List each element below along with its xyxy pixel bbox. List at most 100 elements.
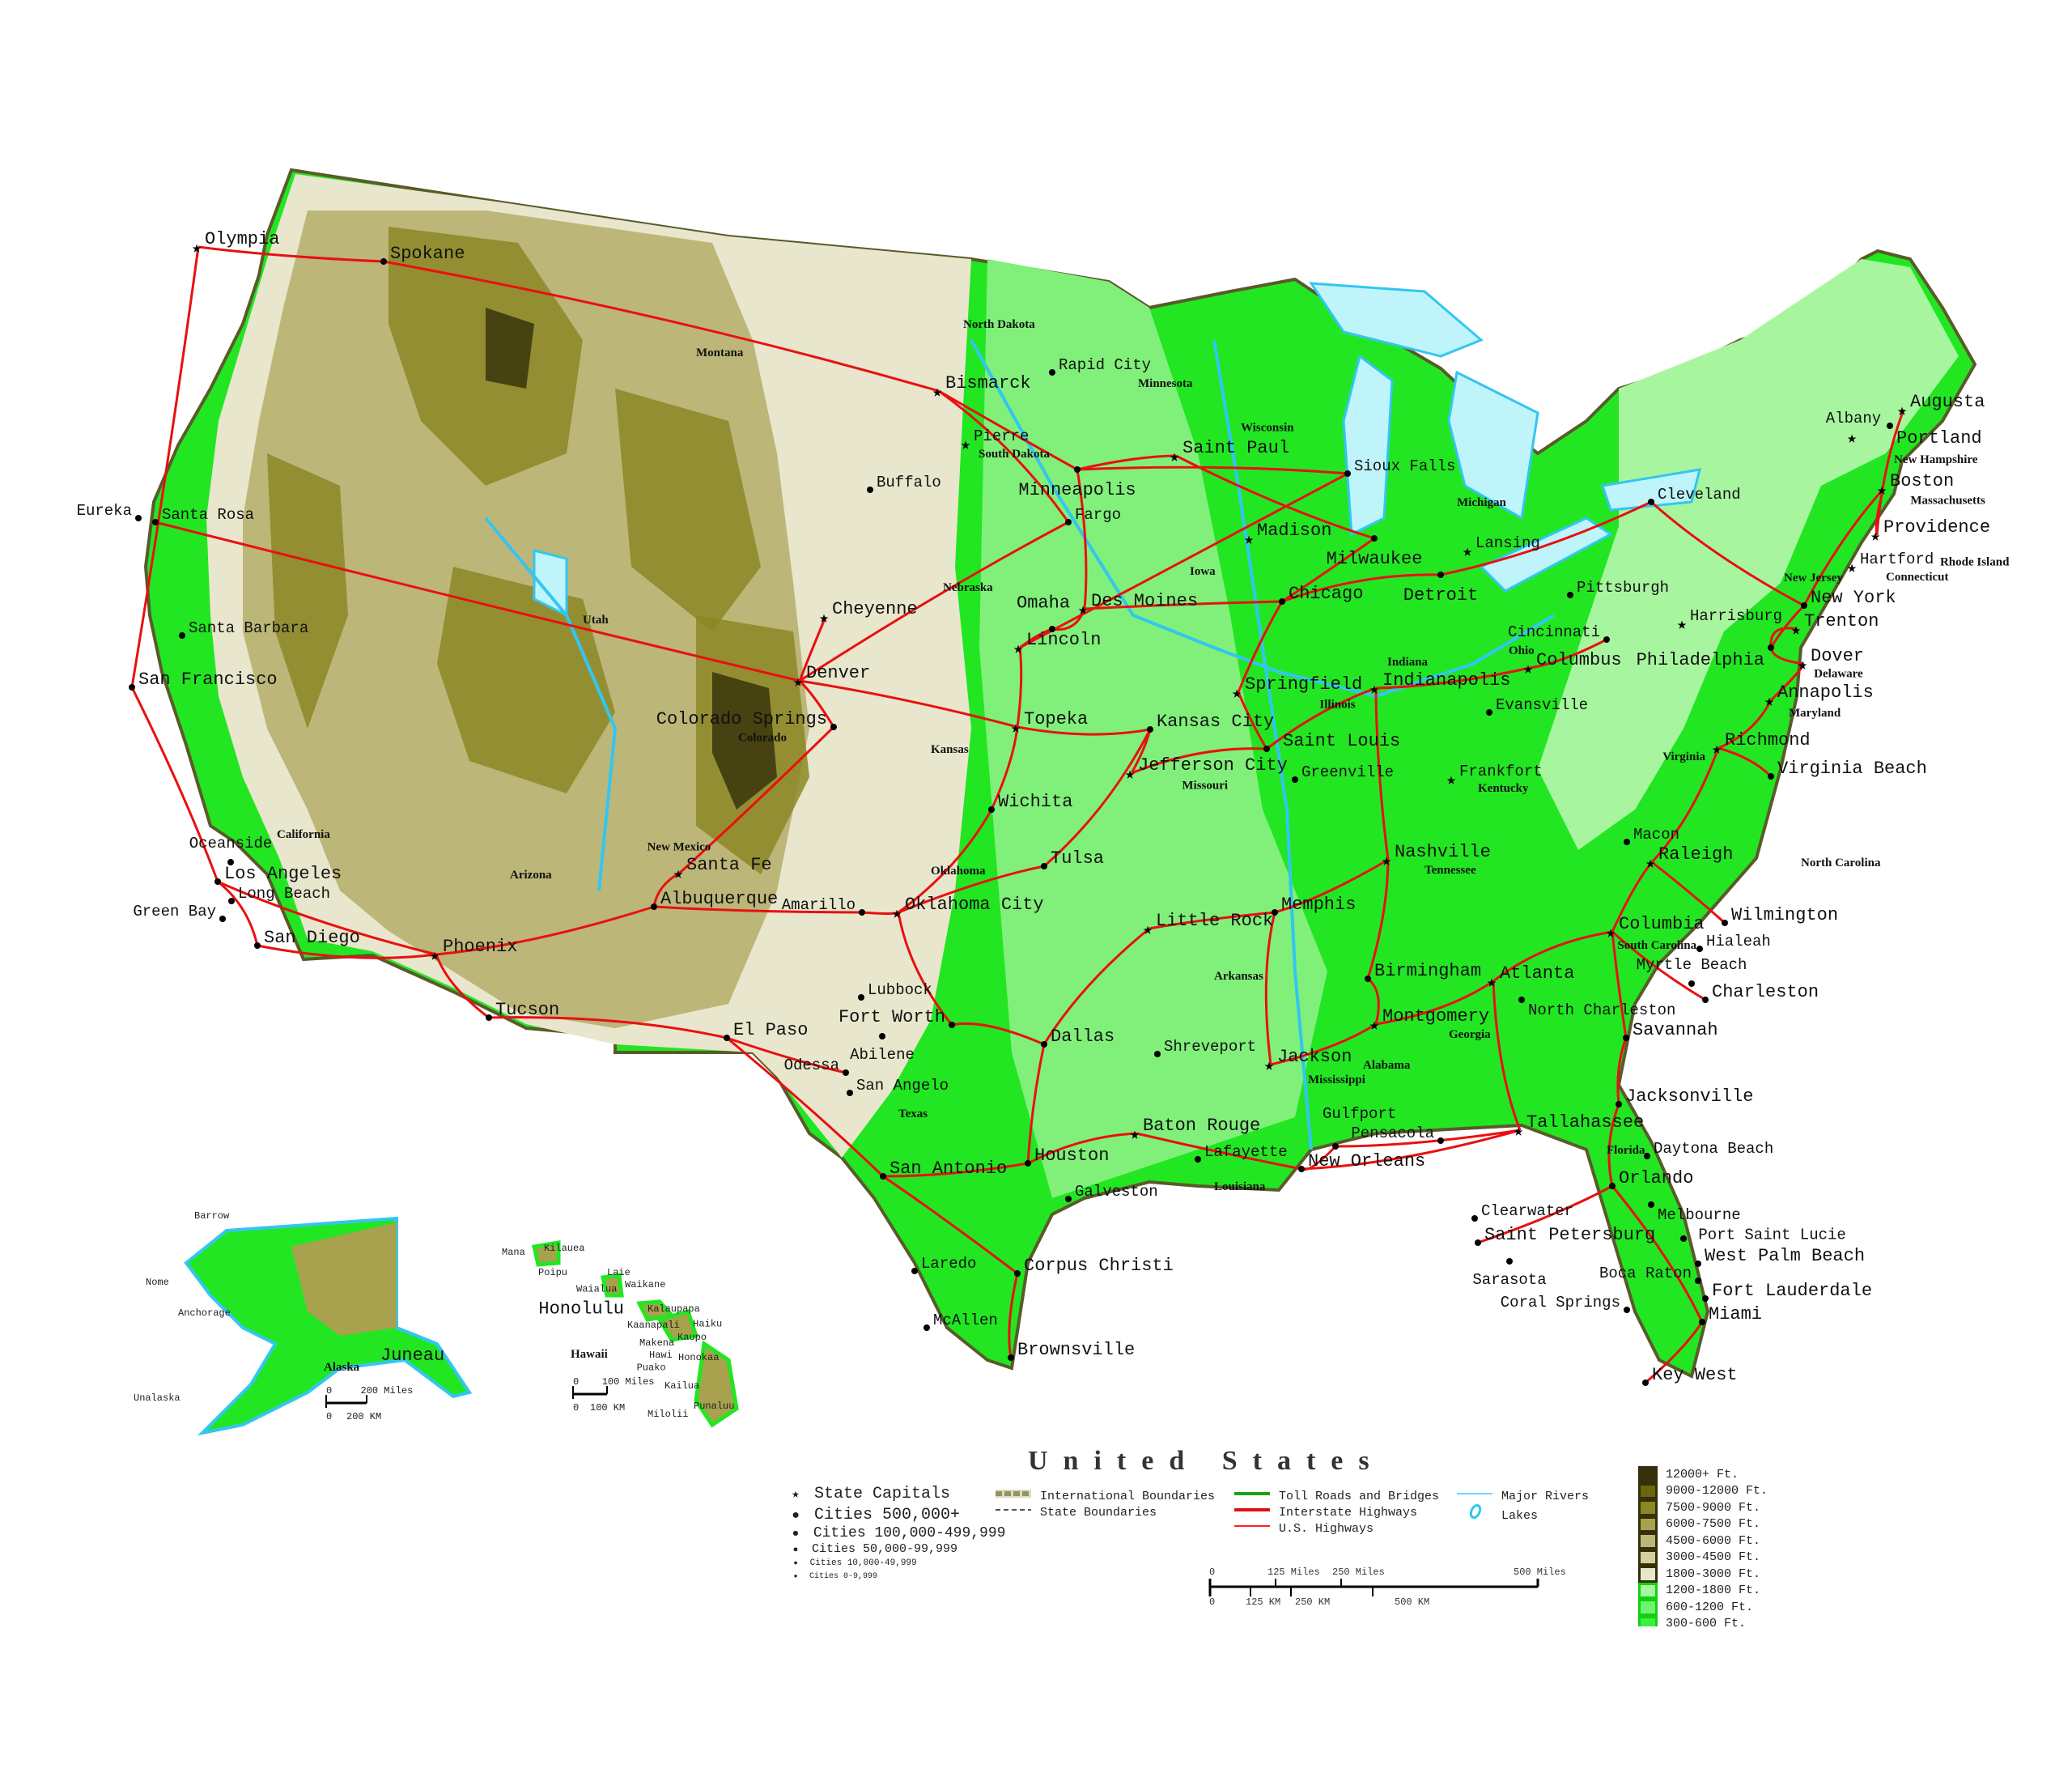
state-label: Connecticut: [1886, 571, 1949, 584]
city-marker: ★ Saint Paul: [1170, 438, 1289, 467]
dot-icon: [486, 1014, 492, 1021]
city-marker: San Antonio: [880, 1158, 1007, 1180]
city-marker: ★ Albany: [1826, 410, 1881, 449]
dot-icon: [1014, 1270, 1021, 1277]
state-label: Wisconsin: [1241, 421, 1294, 434]
city-marker: ★ Bismarck: [932, 373, 1031, 402]
legend-item-star: ★ State Capitals: [787, 1485, 950, 1503]
elevation-swatch: [1638, 1499, 1658, 1516]
city-marker: Los Angeles: [214, 864, 342, 885]
inset-city-label: Kaupo: [677, 1332, 707, 1343]
city-marker: Wichita: [988, 792, 1072, 813]
city-marker: Daytona Beach: [1644, 1140, 1773, 1159]
highway-segment: [435, 954, 490, 1019]
elevation-level: 6000-7500 Ft.: [1638, 1516, 1808, 1533]
highway-segment: [1374, 687, 1390, 861]
dot-icon: [724, 1035, 730, 1041]
dot-icon: [228, 898, 235, 904]
scale-label: 0: [573, 1402, 579, 1414]
dot-icon: [1065, 519, 1072, 525]
star-icon: ★: [793, 674, 803, 692]
dot-icon: [1008, 1354, 1014, 1361]
city-label: Olympia: [205, 229, 279, 249]
city-marker: Savannah: [1623, 1020, 1718, 1041]
dot-icon: [858, 994, 864, 1001]
dot-icon: [1344, 470, 1351, 477]
legend-line-item: Interstate Highways: [1234, 1504, 1417, 1520]
state-label: Delaware: [1814, 668, 1863, 681]
highway-segment: [217, 880, 437, 956]
star-icon: ★: [1078, 602, 1088, 620]
dot-icon: [1801, 602, 1807, 609]
line-swatch-icon: [996, 1490, 1031, 1498]
city-label: Nashville: [1395, 842, 1491, 862]
city-marker: Spokane: [380, 244, 465, 265]
highway-segment: [1266, 687, 1377, 750]
highway-segment: [861, 911, 899, 915]
highway-segment: [1175, 454, 1375, 540]
elevation-swatch: [1638, 1549, 1658, 1566]
highway-segment: [383, 260, 940, 393]
dot-icon: [1147, 726, 1153, 733]
star-icon: ★: [1677, 616, 1687, 635]
state-label: Utah: [583, 614, 609, 627]
city-label: Colorado Springs: [656, 709, 827, 729]
highway-segment: [1237, 601, 1284, 693]
dot-icon: [1642, 1380, 1649, 1386]
city-label: Atlanta: [1500, 963, 1574, 984]
city-marker: Abilene: [850, 1033, 915, 1064]
city-marker: Cincinnati: [1508, 623, 1610, 643]
city-label: Los Angeles: [224, 864, 342, 884]
city-label: Trenton: [1804, 611, 1879, 631]
star-icon: ★: [1712, 741, 1722, 759]
city-label: Coral Springs: [1501, 1294, 1620, 1311]
dot-tiny-icon: ●: [793, 1573, 798, 1580]
city-marker: ★ Richmond: [1712, 730, 1811, 759]
city-label: Santa Barbara: [189, 619, 308, 637]
city-marker: Fort Worth: [839, 1007, 955, 1028]
highway-segment: [652, 871, 681, 908]
city-label: Chicago: [1289, 584, 1363, 604]
star-icon: ★: [1514, 1123, 1523, 1141]
legend-item-dot-large: ● Cities 500,000+: [787, 1506, 960, 1524]
legend-label: International Boundaries: [1040, 1490, 1216, 1503]
inset-city-label: Barrow: [194, 1210, 230, 1222]
city-label: Springfield: [1245, 674, 1362, 695]
city-label: Dallas: [1051, 1027, 1115, 1047]
city-label: Long Beach: [238, 885, 330, 903]
dot-icon: [1298, 1166, 1305, 1172]
highway-segment: [257, 944, 437, 959]
state-label: Kansas: [931, 743, 969, 756]
city-marker: Omaha: [1017, 593, 1070, 632]
scale-km-label: 250 KM: [1295, 1596, 1331, 1608]
city-marker: Santa Rosa: [152, 506, 254, 525]
inset-city-label: Mana: [502, 1247, 525, 1258]
dot-icon: [1518, 997, 1525, 1003]
highway-segment: [799, 521, 1069, 682]
inset-city-label: Punaluu: [694, 1401, 734, 1412]
dot-icon: [380, 258, 387, 265]
city-marker: Virginia Beach: [1768, 759, 1927, 780]
city-marker: Wilmington: [1722, 905, 1838, 926]
city-marker: Birmingham: [1365, 961, 1481, 982]
line-swatch-icon: [1234, 1492, 1270, 1495]
elevation-label: 1200-1800 Ft.: [1666, 1584, 1761, 1598]
highway-segment: [1375, 980, 1494, 1026]
inset-city-label: Poipu: [538, 1267, 567, 1278]
dot-icon: [1272, 909, 1278, 916]
city-label: Harrisburg: [1690, 607, 1782, 625]
legend-line-item: Toll Roads and Bridges: [1234, 1488, 1439, 1503]
city-label: West Palm Beach: [1705, 1246, 1865, 1266]
highway-segment: [882, 1162, 1029, 1178]
state-label: Illinois: [1319, 699, 1355, 712]
dot-large-icon: ●: [792, 1508, 800, 1523]
highway-segment: [1650, 747, 1720, 864]
city-marker: Lubbock: [858, 981, 932, 1001]
inset-city-label: Haiku: [693, 1319, 722, 1330]
highway-segment: [1076, 469, 1088, 610]
city-label: Buffalo: [877, 474, 941, 491]
highway-segment: [1335, 1129, 1521, 1148]
sierra-nevada: [267, 453, 348, 729]
city-label: Minneapolis: [1018, 480, 1136, 500]
dot-icon: [1437, 572, 1444, 578]
